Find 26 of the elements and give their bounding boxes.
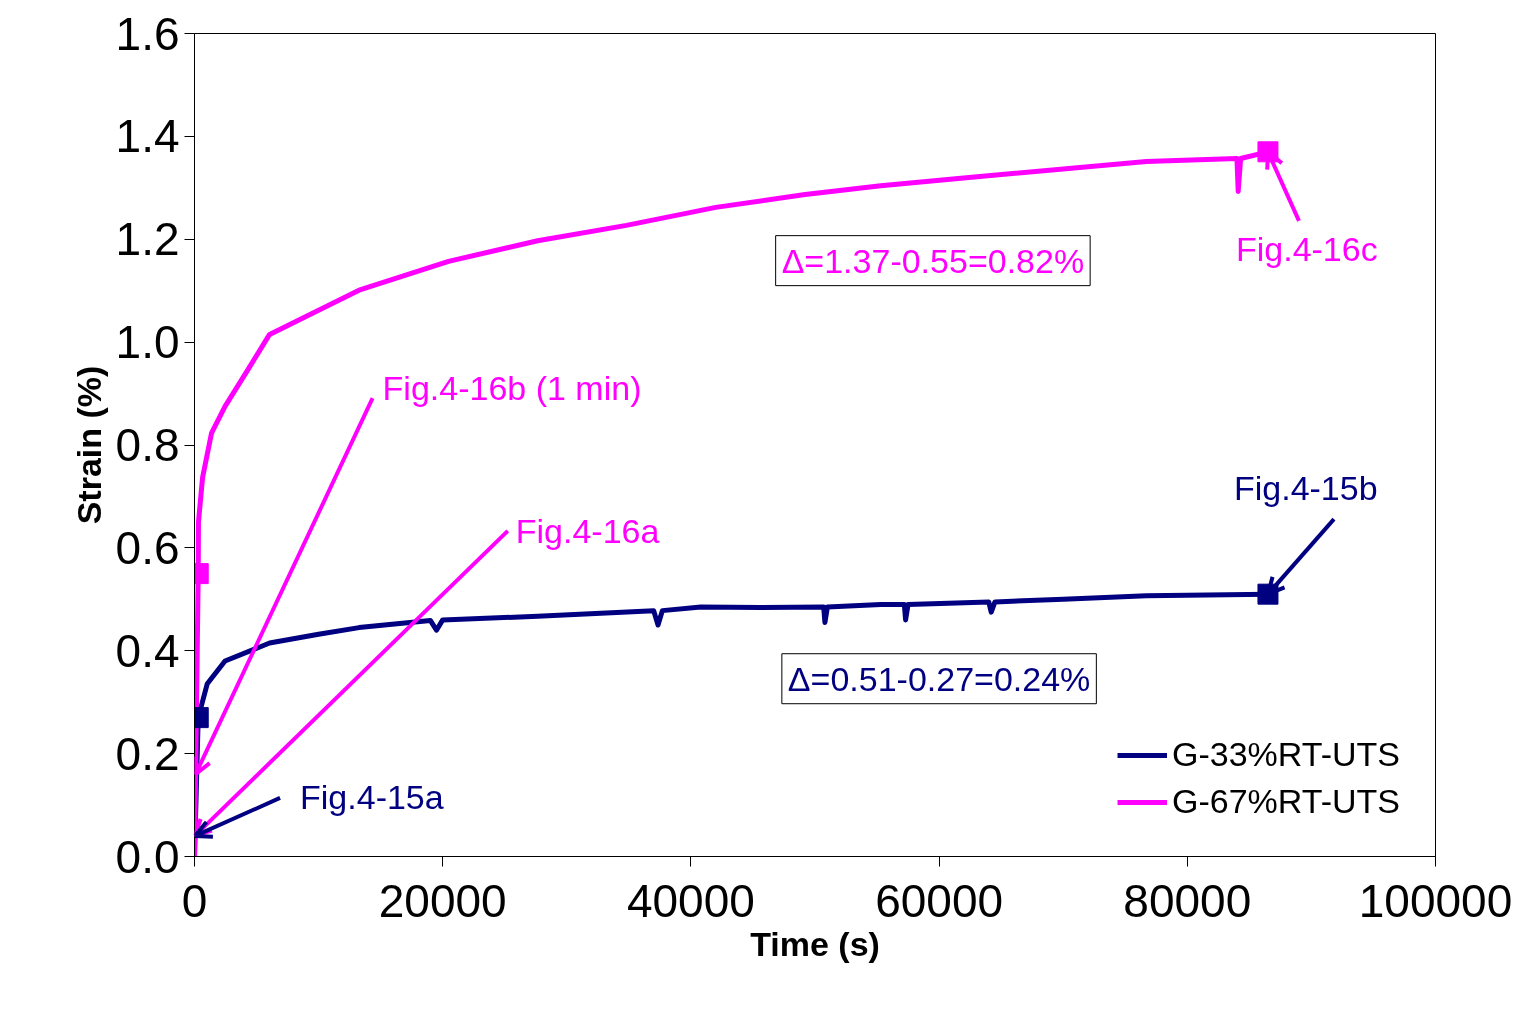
y-tick-label: 1.6 [115,7,180,60]
y-tick-label: 0.8 [115,419,180,471]
x-tick-label: 80000 [1123,874,1252,927]
x-axis-title: Time (s) [750,924,880,963]
y-tick-label: 1.2 [115,213,180,266]
annotation: Δ=0.51-0.27=0.24% [787,659,1091,698]
x-tick-label: 100000 [1358,874,1513,927]
x-tick-label: 0 [181,874,208,927]
annotation: Fig.4-16b (1 min) [382,369,642,408]
y-tick-label: 0.4 [115,624,180,677]
annotation: Fig.4-15b [1233,469,1378,508]
x-tick-label: 20000 [378,874,507,927]
legend-label: G-67%RT-UTS [1172,782,1400,821]
annotation: Fig.4-16c [1235,229,1378,268]
y-tick-label: 0.6 [115,521,180,574]
x-tick-label: 60000 [875,874,1004,927]
y-axis-title: Strain (%) [69,365,108,525]
y-tick-label: 1.4 [115,110,180,163]
annotation: Δ=1.37-0.55=0.82% [781,241,1085,280]
legend-label: G-33%RT-UTS [1172,735,1400,774]
y-tick-label: 0.0 [115,830,180,883]
x-tick-label: 40000 [626,874,755,927]
y-tick-label: 0.2 [115,727,180,780]
y-tick-label: 1.0 [115,316,180,369]
annotation: Fig.4-15a [300,777,444,816]
annotation: Fig.4-16a [515,511,660,550]
